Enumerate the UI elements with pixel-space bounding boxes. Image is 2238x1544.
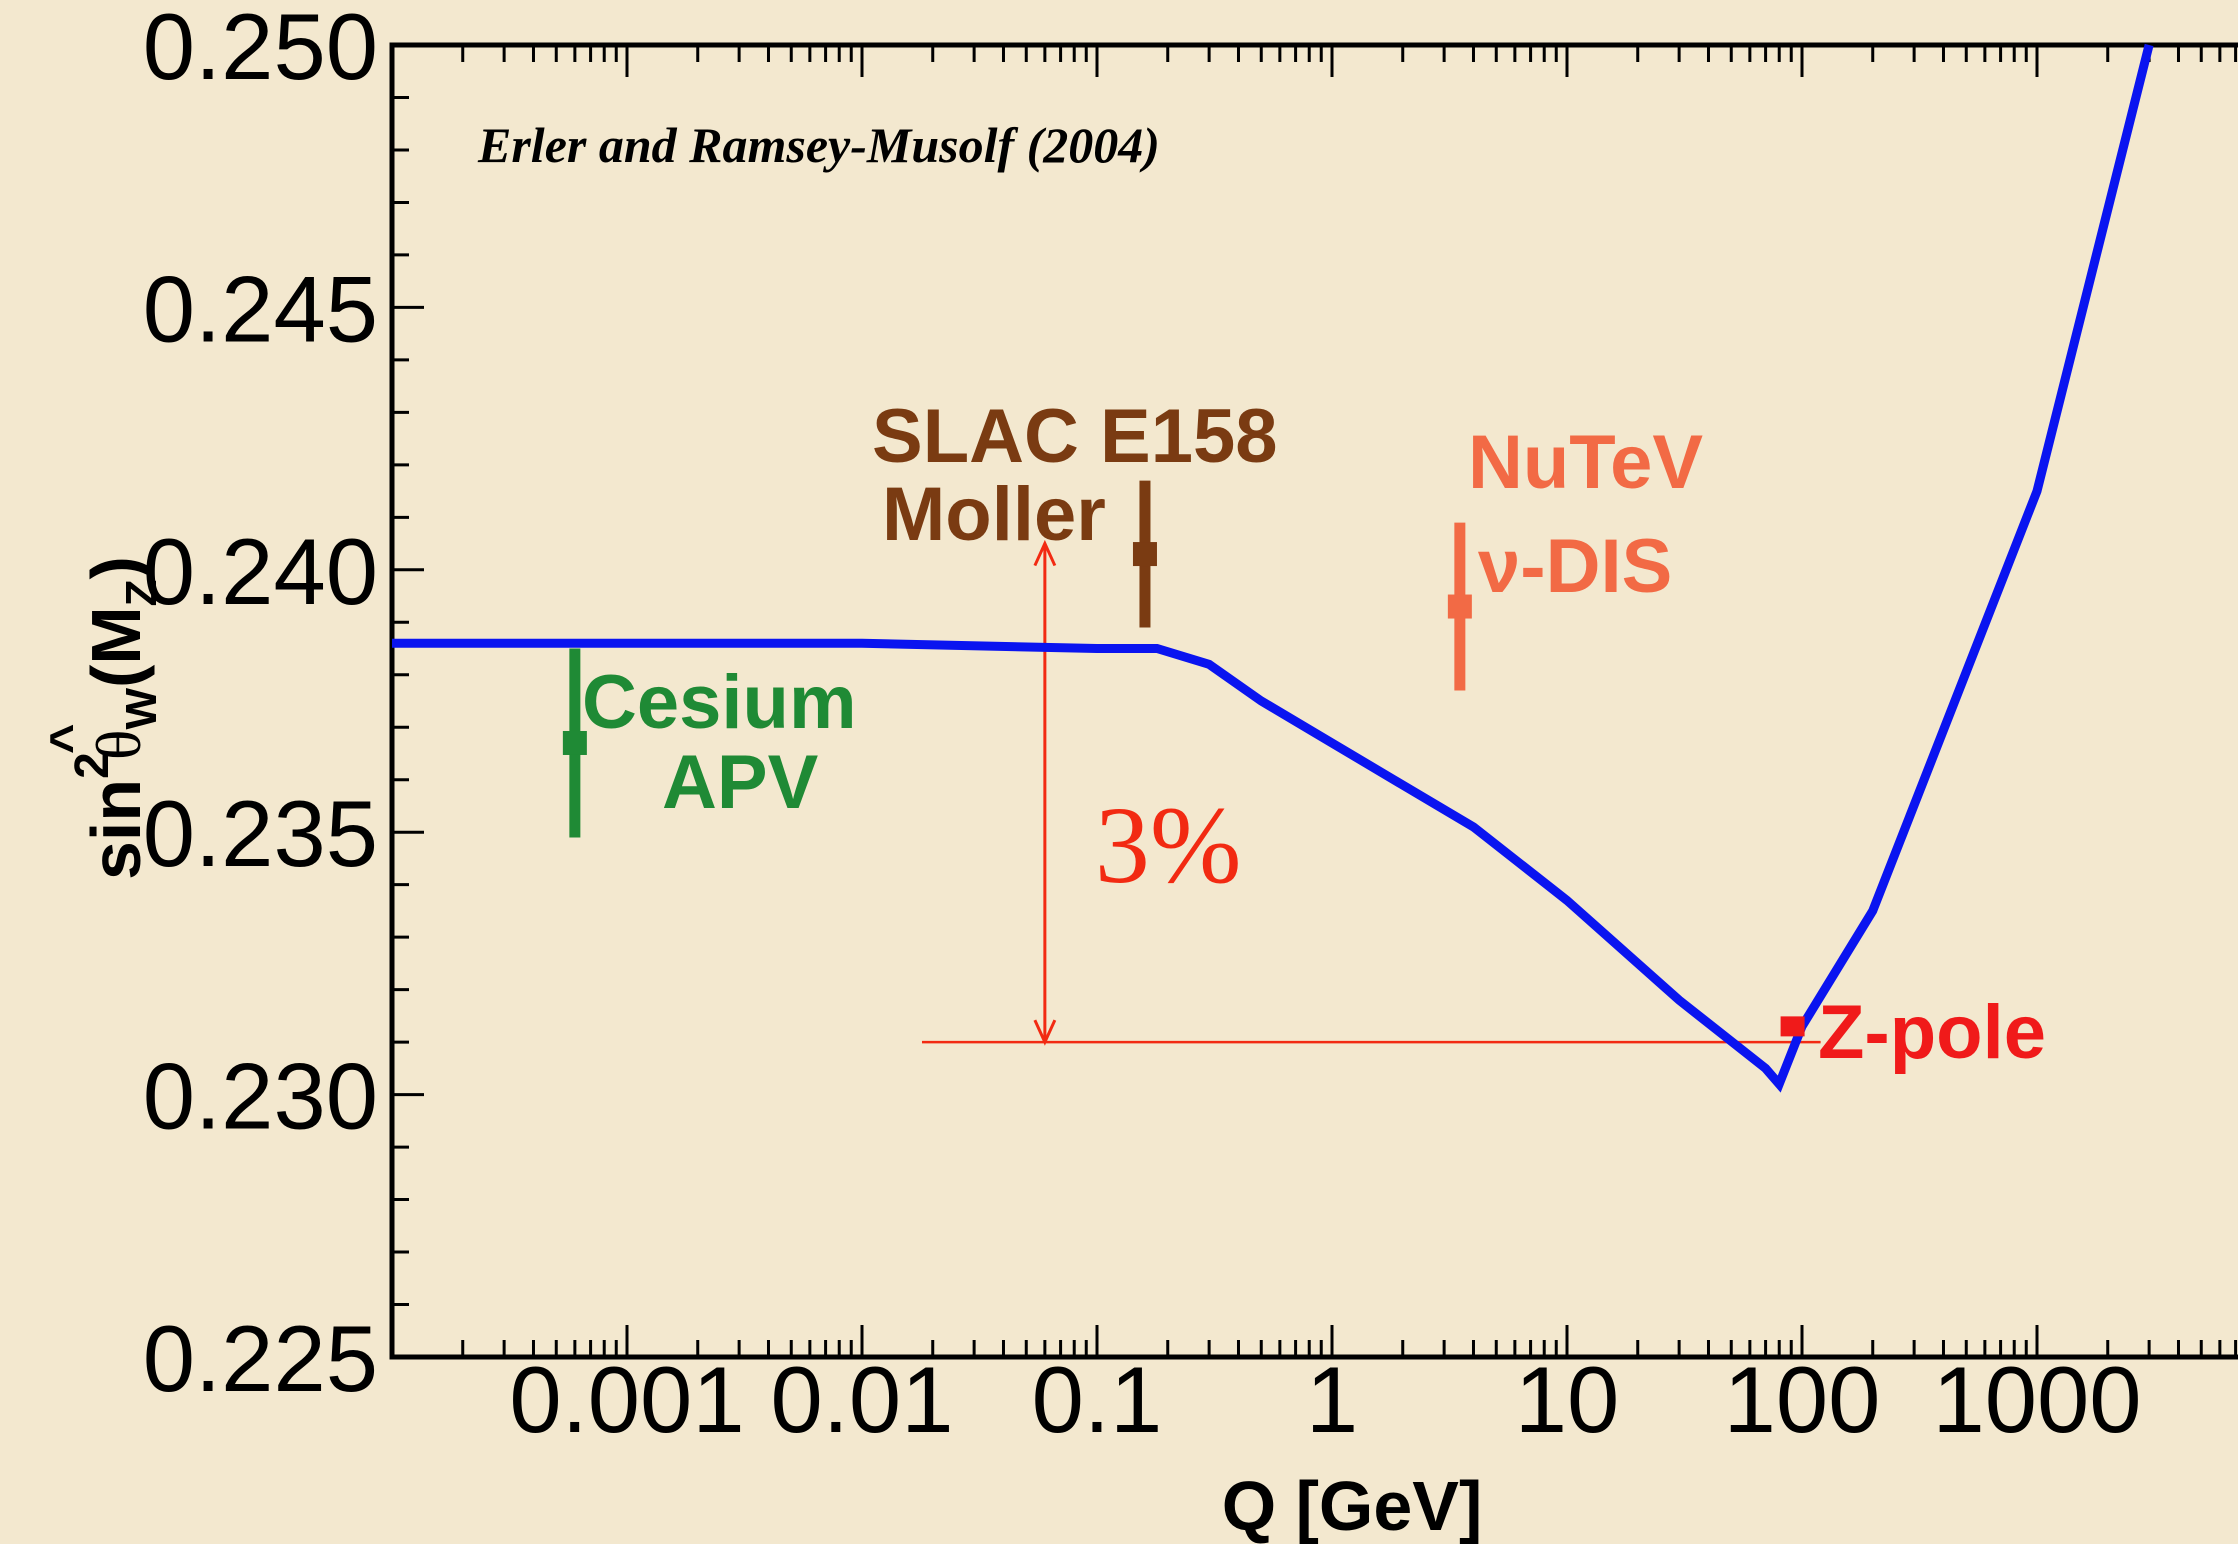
y-title-sup: 2 [66,752,119,779]
measurement-point [1780,1016,1805,1037]
range-arrow-head-bottom [1033,1019,1057,1046]
x-tick-label: 0.1 [1032,1347,1163,1452]
y-tick-label: 0.230 [143,1044,378,1149]
measurement-label: SLAC E158 [872,394,1278,479]
measurement-label: Cesium [582,660,857,745]
y-title-sub-w: W [117,688,166,730]
y-title-arg-close: ) [77,556,155,579]
measurement-label: Z-pole [1818,990,2046,1075]
measurement-point [1132,542,1157,567]
y-tick-label: 0.235 [143,781,378,886]
x-tick-label: 1000 [1932,1347,2141,1452]
y-title-arg-sub: Z [117,579,166,606]
credit-label: Erler and Ramsey-Musolf (2004) [477,117,1160,173]
measurement-label: Moller [882,472,1106,557]
y-title-theta: θ [83,730,154,761]
axis-ticks [390,43,2238,1359]
x-tick-label: 0.01 [771,1347,954,1452]
percent-annotation: 3% [921,539,1821,1046]
x-tick-label: 0.001 [509,1347,744,1452]
running-sin2theta-curve [392,43,2154,1093]
measurement-label: APV [662,740,819,825]
x-tick-label: 10 [1515,1347,1620,1452]
measurement-point [1447,594,1472,619]
percent-label: 3% [1095,784,1242,906]
measurement-point [562,730,587,755]
x-axis-title: Q [GeV] [1222,1467,1483,1544]
y-title-hat: ^ [40,724,98,754]
measurement-label: ν-DIS [1478,524,1672,609]
svg-text:sin2θW(MZ): sin2θW(MZ) [66,556,166,880]
x-tick-label: 1 [1306,1347,1358,1452]
y-tick-label: 0.240 [143,519,378,624]
y-axis-title: sin2θW(MZ) ^ [40,556,166,880]
y-title-sin: sin [77,779,155,880]
x-tick-label: 100 [1724,1347,1881,1452]
y-tick-label: 0.250 [143,0,378,99]
measurement-label: NuTeV [1468,420,1703,505]
axis-tick-labels: 0.001 0.01 0.1 1 10 100 1000 0.225 0.230 0.235 0.2… [143,0,2142,1452]
range-arrow-head-top [1033,539,1057,567]
y-title-arg-open: (M [77,606,155,688]
y-tick-label: 0.245 [143,256,378,361]
y-tick-label: 0.225 [143,1306,378,1411]
